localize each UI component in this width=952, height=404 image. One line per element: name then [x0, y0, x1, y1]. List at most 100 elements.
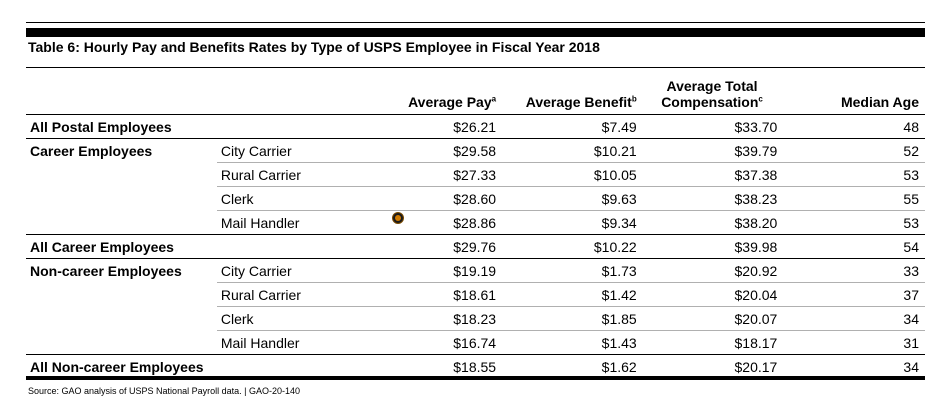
average-benefit-cell: $1.43 — [502, 330, 643, 355]
average-benefit-cell: $1.62 — [502, 354, 643, 379]
average-pay-cell: $19.19 — [387, 258, 503, 283]
header-average-total: Average Total Compensationc — [643, 70, 784, 115]
group-label: All Postal Employees — [26, 114, 217, 139]
sub-label — [216, 114, 388, 139]
average-total-cell: $20.92 — [642, 258, 784, 283]
average-total-cell: $39.79 — [642, 138, 784, 163]
median-age-cell: 48 — [783, 114, 925, 139]
header-median-age: Median Age — [840, 94, 919, 110]
header-group — [26, 70, 217, 115]
header-average-benefit: Average Benefitb — [502, 70, 643, 115]
sub-label: Rural Carrier — [216, 282, 388, 307]
header-average-total-line1: Average Total — [666, 78, 758, 94]
average-total-cell: $38.20 — [642, 210, 784, 235]
median-age-cell: 37 — [783, 282, 925, 307]
group-label: All Non-career Employees — [26, 354, 217, 379]
table-row: Mail Handler $16.74 $1.43 $18.17 31 — [26, 330, 925, 355]
median-age-cell: 54 — [783, 234, 925, 259]
average-pay-cell: $18.55 — [387, 354, 503, 379]
group-label — [26, 307, 217, 331]
note-b: b — [631, 94, 637, 104]
sub-label — [216, 354, 388, 379]
average-pay-cell: $18.23 — [387, 306, 503, 331]
header-average-pay: Average Paya — [388, 70, 503, 115]
group-label — [26, 163, 217, 187]
table-row: All Non-career Employees $18.55 $1.62 $2… — [26, 354, 925, 379]
header-bar — [26, 28, 925, 37]
median-age-cell: 55 — [783, 186, 925, 211]
table-row: All Career Employees $29.76 $10.22 $39.9… — [26, 234, 925, 259]
bottom-bar — [26, 376, 925, 380]
sub-label — [216, 234, 388, 259]
title-rule — [26, 67, 925, 68]
header-sub — [217, 70, 388, 115]
header-row: Average Paya Average Benefitb Average To… — [26, 70, 925, 115]
sub-label: City Carrier — [216, 138, 388, 163]
average-benefit-cell: $10.21 — [502, 138, 643, 163]
average-benefit-cell: $9.63 — [502, 186, 643, 211]
average-total-cell: $37.38 — [642, 162, 784, 187]
median-age-cell: 53 — [783, 162, 925, 187]
table-row: Clerk $28.60 $9.63 $38.23 55 — [26, 186, 925, 211]
average-pay-cell: $29.76 — [387, 234, 503, 259]
header-average-benefit-label: Average Benefit — [525, 94, 632, 110]
median-age-cell: 34 — [783, 306, 925, 331]
median-age-cell: 53 — [783, 210, 925, 235]
table-row: Career Employees City Carrier $29.58 $10… — [26, 138, 925, 163]
average-benefit-cell: $9.34 — [502, 210, 643, 235]
sub-label: Clerk — [216, 186, 388, 211]
table-row: Non-career Employees City Carrier $19.19… — [26, 258, 925, 283]
note-c: c — [758, 94, 763, 104]
average-pay-cell: $26.21 — [387, 114, 503, 139]
source-note: Source: GAO analysis of USPS National Pa… — [28, 386, 300, 396]
sub-label: Rural Carrier — [216, 162, 388, 187]
group-label: Non-career Employees — [26, 258, 217, 283]
average-pay-cell: $29.58 — [387, 138, 503, 163]
pay-benefits-table: Average Paya Average Benefitb Average To… — [26, 70, 925, 379]
average-benefit-cell: $7.49 — [502, 114, 643, 139]
average-pay-cell: $28.60 — [387, 186, 503, 211]
table-row: Rural Carrier $18.61 $1.42 $20.04 37 — [26, 282, 925, 307]
table-row: Mail Handler $28.86 $9.34 $38.20 53 — [26, 210, 925, 235]
average-benefit-cell: $10.05 — [502, 162, 643, 187]
median-age-cell: 52 — [783, 138, 925, 163]
group-label: All Career Employees — [26, 234, 217, 259]
group-label — [26, 331, 217, 355]
sub-label: Clerk — [216, 306, 388, 331]
sub-label: City Carrier — [216, 258, 388, 283]
average-pay-cell: $16.74 — [387, 330, 503, 355]
average-pay-cell: $27.33 — [387, 162, 503, 187]
average-total-cell: $39.98 — [642, 234, 784, 259]
top-rule — [26, 22, 925, 23]
average-benefit-cell: $1.42 — [502, 282, 643, 307]
average-benefit-cell: $10.22 — [502, 234, 643, 259]
average-total-cell: $18.17 — [642, 330, 784, 355]
median-age-cell: 33 — [783, 258, 925, 283]
group-label — [26, 187, 217, 211]
table-row: All Postal Employees $26.21 $7.49 $33.70… — [26, 114, 925, 139]
average-pay-cell: $28.86 — [387, 210, 503, 235]
average-benefit-cell: $1.73 — [502, 258, 643, 283]
average-total-cell: $20.17 — [642, 354, 784, 379]
average-pay-cell: $18.61 — [387, 282, 503, 307]
group-label: Career Employees — [26, 138, 217, 163]
mouse-cursor-icon — [392, 212, 404, 224]
average-total-cell: $38.23 — [642, 186, 784, 211]
average-benefit-cell: $1.85 — [502, 306, 643, 331]
sub-label: Mail Handler — [216, 330, 388, 355]
average-total-cell: $33.70 — [642, 114, 784, 139]
average-total-cell: $20.04 — [642, 282, 784, 307]
note-a: a — [491, 94, 497, 104]
average-total-cell: $20.07 — [642, 306, 784, 331]
group-label — [26, 283, 217, 307]
sub-label: Mail Handler — [216, 210, 388, 235]
group-label — [26, 211, 217, 235]
median-age-cell: 34 — [783, 354, 925, 379]
table-row: Rural Carrier $27.33 $10.05 $37.38 53 — [26, 162, 925, 187]
header-average-pay-label: Average Pay — [408, 94, 492, 110]
table-body: All Postal Employees $26.21 $7.49 $33.70… — [26, 114, 925, 379]
table-row: Clerk $18.23 $1.85 $20.07 34 — [26, 306, 925, 331]
header-average-total-line2: Compensation — [661, 94, 759, 110]
table-title: Table 6: Hourly Pay and Benefits Rates b… — [28, 39, 600, 55]
median-age-cell: 31 — [783, 330, 925, 355]
